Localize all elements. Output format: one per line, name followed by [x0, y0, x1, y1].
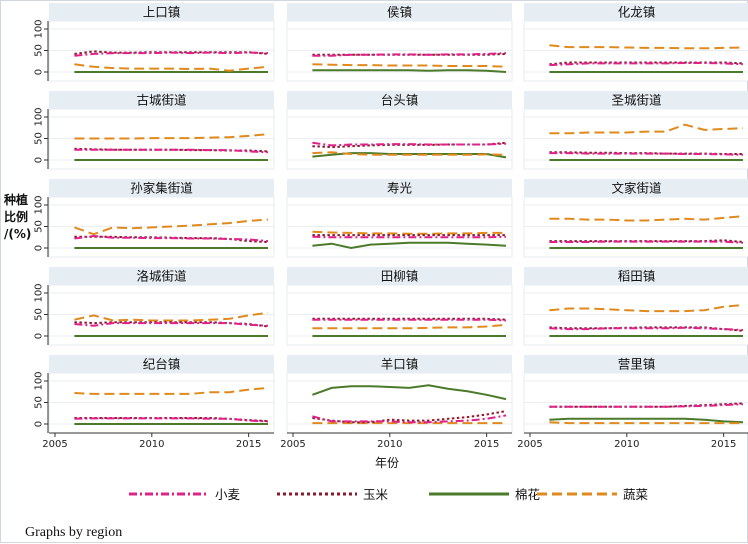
panel-11-line-veg — [312, 323, 507, 330]
panel-12-line-veg — [549, 304, 744, 313]
panel-13-x-tick-label: 2015 — [236, 439, 261, 450]
panel-13-line-veg — [74, 386, 269, 395]
panel-12-line-wheat — [549, 326, 744, 331]
panel-9-title: 文家街道 — [611, 181, 662, 196]
panel-15-strip — [524, 355, 748, 373]
legend-label-veg: 蔬菜 — [623, 487, 649, 502]
panel-11-title: 田柳镇 — [381, 269, 419, 284]
panel-15-line-wheat — [549, 403, 744, 408]
panel-14-line-wheat — [312, 414, 507, 424]
panel-1-title: 上口镇 — [143, 5, 181, 20]
panel-10-y-tick-label: 100 — [34, 283, 45, 302]
panel-6-title: 圣城街道 — [611, 93, 662, 108]
panel-1-y-tick-label: 0 — [34, 69, 45, 75]
panel-10-title: 洛城街道 — [136, 269, 187, 284]
panel-12-title: 稻田镇 — [618, 269, 656, 284]
panel-8-line-cotton — [312, 241, 507, 250]
panel-3-line-veg — [549, 44, 744, 50]
panel-10-y-tick-label: 0 — [34, 333, 45, 339]
panel-2-line-veg — [312, 63, 507, 68]
panel-4-y-tick-label: 50 — [34, 132, 45, 145]
panel-9-line-wheat — [549, 240, 744, 244]
panel-1-line-veg — [74, 63, 269, 72]
panel-8-strip — [287, 179, 512, 197]
panel-9-strip — [524, 179, 748, 197]
panel-2-line-wheat — [312, 52, 507, 57]
panel-5-title: 台头镇 — [381, 93, 419, 108]
x-axis-label: 年份 — [375, 456, 399, 470]
panel-3-strip — [524, 3, 748, 21]
panel-8-title: 寿光 — [387, 181, 412, 196]
figure-note: Graphs by region — [25, 525, 123, 540]
panel-10-y-tick-label: 50 — [34, 308, 45, 321]
panel-8-line-veg — [312, 230, 506, 235]
panel-11-strip — [287, 267, 512, 285]
panel-14-title: 羊口镇 — [381, 357, 419, 372]
panel-13-line-wheat — [74, 417, 269, 423]
panel-15-x-tick-label: 2015 — [711, 439, 736, 450]
panel-15-title: 营里镇 — [618, 357, 656, 372]
panel-7-y-tick-label: 100 — [34, 195, 45, 214]
panel-13-y-tick-label: 100 — [34, 371, 45, 390]
panel-13-y-tick-label: 0 — [34, 421, 45, 427]
panel-5-strip — [287, 91, 512, 109]
panel-2-line-cotton — [312, 69, 507, 73]
panel-7-line-veg — [74, 218, 269, 236]
panel-15-line-veg — [549, 421, 743, 425]
panel-7-y-tick-label: 50 — [34, 220, 45, 233]
panel-1-y-tick-label: 50 — [34, 44, 45, 57]
y-axis-label-line-1: 种植 — [4, 193, 29, 207]
panel-7-line-wheat — [74, 234, 269, 243]
panel-4-strip — [49, 91, 274, 109]
panel-13-x-tick-label: 2010 — [139, 439, 164, 450]
panel-2-title: 侯镇 — [387, 5, 412, 20]
panel-7-title: 孙家集街道 — [130, 181, 193, 196]
panel-13-x-tick-label: 2005 — [42, 439, 67, 450]
legend-label-corn: 玉米 — [363, 487, 389, 502]
panel-4-title: 古城街道 — [136, 93, 187, 108]
panel-7-y-tick-label: 0 — [34, 245, 45, 251]
panel-13-y-tick-label: 50 — [34, 396, 45, 409]
panel-15-line-cotton — [549, 417, 744, 424]
panel-11-line-wheat — [312, 318, 507, 322]
y-axis-label: 种植 比例 /(%) — [4, 192, 36, 243]
panel-1-y-tick-label: 100 — [34, 19, 45, 38]
panel-14-x-tick-label: 2005 — [280, 439, 305, 450]
panel-5-line-wheat — [312, 141, 507, 147]
panel-10-line-veg — [74, 311, 269, 322]
legend-label-wheat: 小麦 — [215, 487, 241, 502]
panel-13-title: 纪台镇 — [143, 357, 181, 372]
panel-4-y-tick-label: 0 — [34, 157, 45, 163]
panel-6-line-wheat — [549, 152, 744, 156]
legend-label-cotton: 棉花 — [515, 487, 540, 502]
panel-4-line-wheat — [74, 148, 269, 154]
panel-14-strip — [287, 355, 512, 373]
panel-14-line-cotton — [312, 384, 507, 401]
panel-1-line-wheat — [74, 51, 269, 57]
panel-6-line-veg — [549, 123, 744, 135]
panel-3-line-wheat — [549, 62, 744, 67]
panel-10-line-wheat — [74, 322, 269, 327]
panel-2-strip — [287, 3, 512, 21]
panel-5-line-veg — [312, 151, 507, 156]
panel-15-x-tick-label: 2005 — [517, 439, 542, 450]
panel-14-x-tick-label: 2010 — [377, 439, 402, 450]
panel-7-strip — [49, 179, 274, 197]
panel-3-title: 化龙镇 — [618, 5, 656, 20]
y-axis-label-line-2: 比例 — [4, 210, 29, 224]
panel-1-strip — [49, 3, 274, 21]
panel-9-line-veg — [549, 215, 744, 222]
panel-8-line-wheat — [312, 235, 507, 239]
y-axis-label-line-3: /(%) — [4, 227, 32, 241]
panel-13-strip — [49, 355, 274, 373]
panel-15-x-tick-label: 2010 — [614, 439, 639, 450]
panel-12-strip — [524, 267, 748, 285]
panel-14-x-tick-label: 2015 — [474, 439, 499, 450]
panel-4-line-veg — [74, 133, 269, 140]
panel-6-strip — [524, 91, 748, 109]
panel-4-y-tick-label: 100 — [34, 107, 45, 126]
panel-10-strip — [49, 267, 274, 285]
